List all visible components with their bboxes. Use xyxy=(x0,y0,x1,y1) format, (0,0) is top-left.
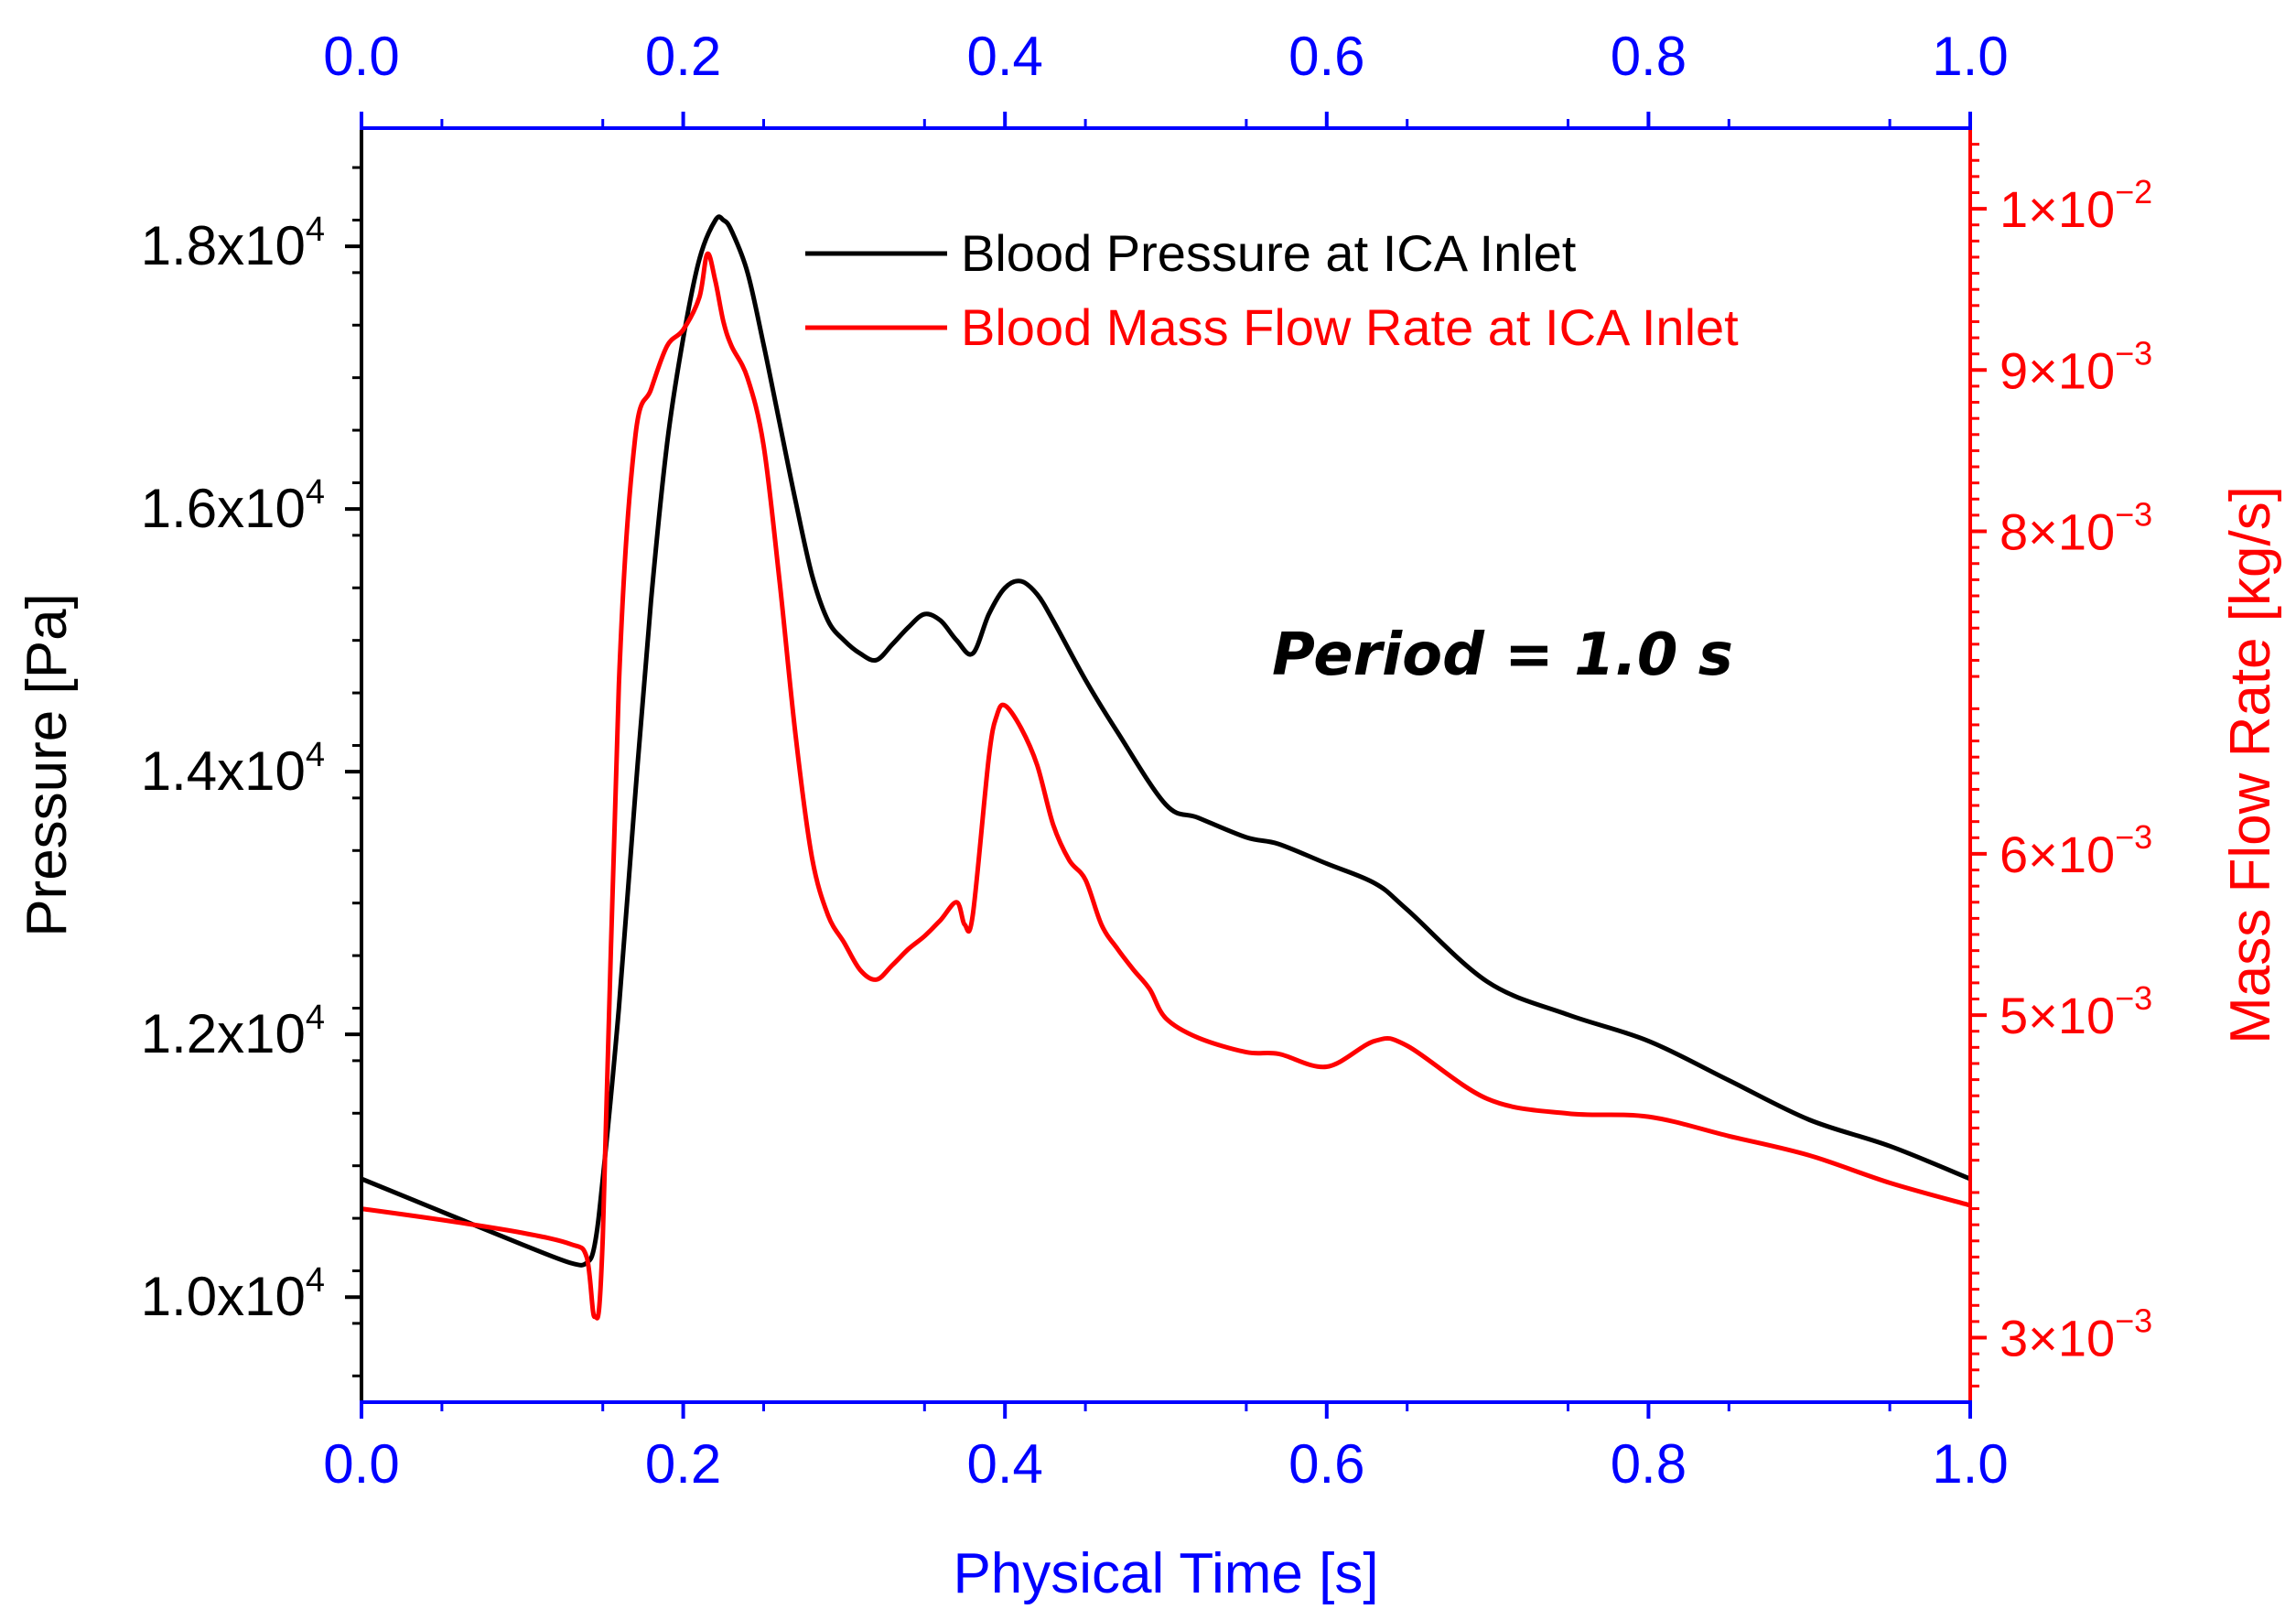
y-right-tick-base: 8×10 xyxy=(2000,503,2115,561)
tick-labels: 0.0 0.0 0.2 0.2 0.4 0.4 0.6 0.6 0.8 0.8 1.0 1.0 1.0x… xyxy=(141,26,2152,1495)
y-left-tick-label: 1.0x104 xyxy=(141,1261,325,1327)
y-right-tick-exponent: −3 xyxy=(2115,334,2152,372)
y-left-tick-exponent: 4 xyxy=(306,736,325,774)
y-axis-title-left: Pressure [Pa] xyxy=(16,593,79,937)
series-line-pressure xyxy=(361,214,1971,1268)
x-tick-label-bottom: 1.0 xyxy=(1932,1433,2008,1495)
y-left-tick-label: 1.6x104 xyxy=(141,473,325,539)
y-right-tick-label: 3×10−3 xyxy=(2000,1302,2152,1367)
y-left-tick-base: 1.4x10 xyxy=(141,740,306,802)
y-right-tick-label: 8×10−3 xyxy=(2000,496,2152,561)
legend-label-pressure: Blood Pressure at ICA Inlet xyxy=(961,224,1577,282)
y-left-tick-exponent: 4 xyxy=(306,1261,325,1300)
legend-label-flow: Blood Mass Flow Rate at ICA Inlet xyxy=(961,298,1739,356)
y-right-tick-exponent: −3 xyxy=(2115,496,2152,534)
y-right-tick-base: 6×10 xyxy=(2000,826,2115,883)
x-tick-label-top: 1.0 xyxy=(1932,26,2008,87)
legend: Blood Pressure at ICA Inlet Blood Mass F… xyxy=(805,224,1739,356)
y-right-tick-base: 5×10 xyxy=(2000,987,2115,1044)
y-axis-title-right: Mass Flow Rate [kg/s] xyxy=(2219,486,2282,1044)
y-right-tick-label: 5×10−3 xyxy=(2000,979,2152,1044)
y-left-tick-exponent: 4 xyxy=(306,999,325,1037)
y-right-tick-base: 3×10 xyxy=(2000,1310,2115,1367)
y-left-tick-exponent: 4 xyxy=(306,473,325,512)
y-right-tick-label: 1×10−2 xyxy=(2000,173,2152,238)
y-left-tick-base: 1.6x10 xyxy=(141,478,306,539)
y-right-tick-exponent: −3 xyxy=(2115,979,2152,1017)
y-left-tick-base: 1.2x10 xyxy=(141,1003,306,1064)
y-left-tick-exponent: 4 xyxy=(306,211,325,249)
y-right-tick-label: 6×10−3 xyxy=(2000,818,2152,883)
y-left-tick-base: 1.8x10 xyxy=(141,215,306,276)
x-tick-label-bottom: 0.0 xyxy=(323,1433,399,1495)
x-tick-label-bottom: 0.4 xyxy=(966,1433,1042,1495)
period-annotation: Period = 1.0 s xyxy=(1272,621,1733,689)
x-tick-label-top: 0.2 xyxy=(645,26,721,87)
series-line-flow xyxy=(361,251,1971,1321)
x-tick-label-bottom: 0.2 xyxy=(645,1433,721,1495)
y-left-tick-label: 1.4x104 xyxy=(141,736,325,802)
x-tick-label-bottom: 0.6 xyxy=(1288,1433,1364,1495)
x-axis-title: Physical Time [s] xyxy=(953,1542,1378,1605)
y-right-tick-exponent: −3 xyxy=(2115,818,2152,856)
series-lines xyxy=(361,214,1971,1321)
y-left-tick-base: 1.0x10 xyxy=(141,1266,306,1327)
y-right-tick-exponent: −3 xyxy=(2115,1302,2152,1340)
y-right-tick-exponent: −2 xyxy=(2115,173,2152,211)
x-tick-label-bottom: 0.8 xyxy=(1611,1433,1687,1495)
x-tick-label-top: 0.0 xyxy=(323,26,399,87)
y-right-tick-base: 1×10 xyxy=(2000,180,2115,238)
y-right-tick-base: 9×10 xyxy=(2000,341,2115,399)
y-right-tick-label: 9×10−3 xyxy=(2000,334,2152,399)
x-tick-label-top: 0.6 xyxy=(1288,26,1364,87)
y-left-tick-label: 1.8x104 xyxy=(141,211,325,276)
x-tick-label-top: 0.8 xyxy=(1611,26,1687,87)
y-left-tick-label: 1.2x104 xyxy=(141,999,325,1064)
x-tick-label-top: 0.4 xyxy=(966,26,1042,87)
